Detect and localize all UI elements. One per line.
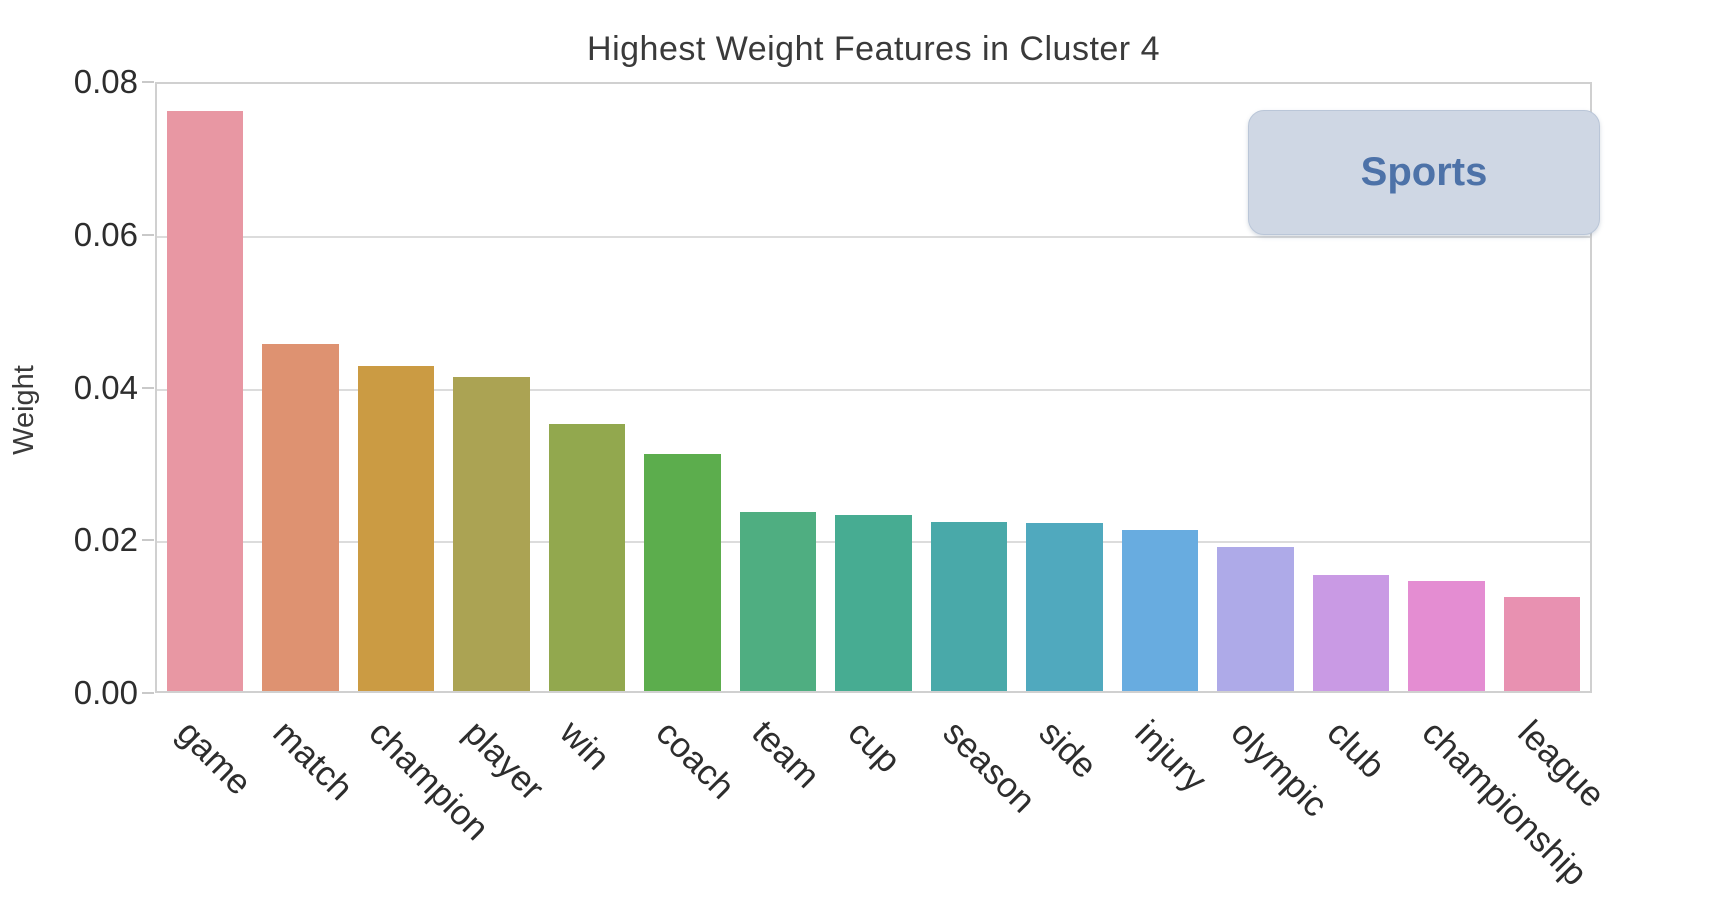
bar-slot-win <box>539 84 635 691</box>
chart-title: Highest Weight Features in Cluster 4 <box>587 30 1160 68</box>
y-tick-mark-0.02 <box>142 539 154 542</box>
bar-slot-olympic <box>1208 84 1304 691</box>
x-tick-label-game: game <box>169 713 259 803</box>
bar-league <box>1503 596 1581 691</box>
x-tick-label-coach: coach <box>648 713 742 807</box>
y-tick-label-0.04: 0.04 <box>73 368 138 406</box>
bar-team <box>739 511 817 691</box>
bar-injury <box>1121 530 1199 691</box>
y-tick-label-0.08: 0.08 <box>73 63 138 100</box>
bars-container <box>157 84 1590 691</box>
bar-slot-player <box>444 84 540 691</box>
x-tick-label-cup: cup <box>839 713 908 781</box>
bar-side <box>1026 522 1103 691</box>
x-tick-label-win: win <box>552 713 618 778</box>
category-badge: Sports <box>1248 110 1600 235</box>
x-axis-tick-labels: game match champion player win coach team cup se… <box>155 693 1612 913</box>
y-tick-mark-0.00 <box>142 692 154 694</box>
bar-slot-champion <box>348 84 444 691</box>
bar-player <box>453 376 530 691</box>
y-tick-label-0.00: 0.00 <box>73 674 138 711</box>
gridline-0.06 <box>157 235 1590 238</box>
bar-slot-side <box>1017 84 1113 691</box>
x-tick-label-injury: injury <box>1127 713 1215 800</box>
bar-slot-season <box>921 84 1017 691</box>
y-axis-label: Weight <box>8 365 40 455</box>
x-tick-label-team: team <box>744 713 827 796</box>
bar-season <box>930 521 1008 691</box>
bar-slot-cup <box>826 84 922 691</box>
bar-slot-match <box>253 84 349 691</box>
x-tick-label-season: season <box>935 713 1044 821</box>
y-tick-mark-0.06 <box>142 233 154 236</box>
y-tick-label-0.06: 0.06 <box>73 215 138 253</box>
bar-coach <box>644 453 721 691</box>
bar-cup <box>835 514 912 691</box>
gridline-0.04 <box>157 388 1590 391</box>
bar-slot-championship <box>1399 84 1495 691</box>
bar-slot-injury <box>1112 84 1208 691</box>
y-tick-mark-0.08 <box>142 81 154 83</box>
bar-championship <box>1408 580 1485 691</box>
bar-slot-club <box>1303 84 1399 691</box>
x-tick-label-side: side <box>1031 713 1105 786</box>
bar-olympic <box>1217 546 1294 691</box>
bar-slot-league <box>1494 84 1590 691</box>
bar-game <box>166 110 243 691</box>
bar-champion <box>357 365 435 691</box>
x-tick-label-olympic: olympic <box>1223 713 1335 825</box>
y-tick-label-0.02: 0.02 <box>73 521 138 559</box>
bar-club <box>1312 574 1390 691</box>
bar-slot-coach <box>635 84 731 691</box>
bar-match <box>262 343 339 691</box>
y-tick-mark-0.04 <box>142 386 154 389</box>
x-tick-label-match: match <box>265 713 361 808</box>
x-tick-label-club: club <box>1318 713 1392 786</box>
bar-slot-game <box>157 84 253 691</box>
category-badge-label: Sports <box>1360 150 1488 194</box>
x-tick-label-championship: championship <box>1414 713 1596 894</box>
bar-win <box>548 423 626 691</box>
bar-slot-team <box>730 84 826 691</box>
